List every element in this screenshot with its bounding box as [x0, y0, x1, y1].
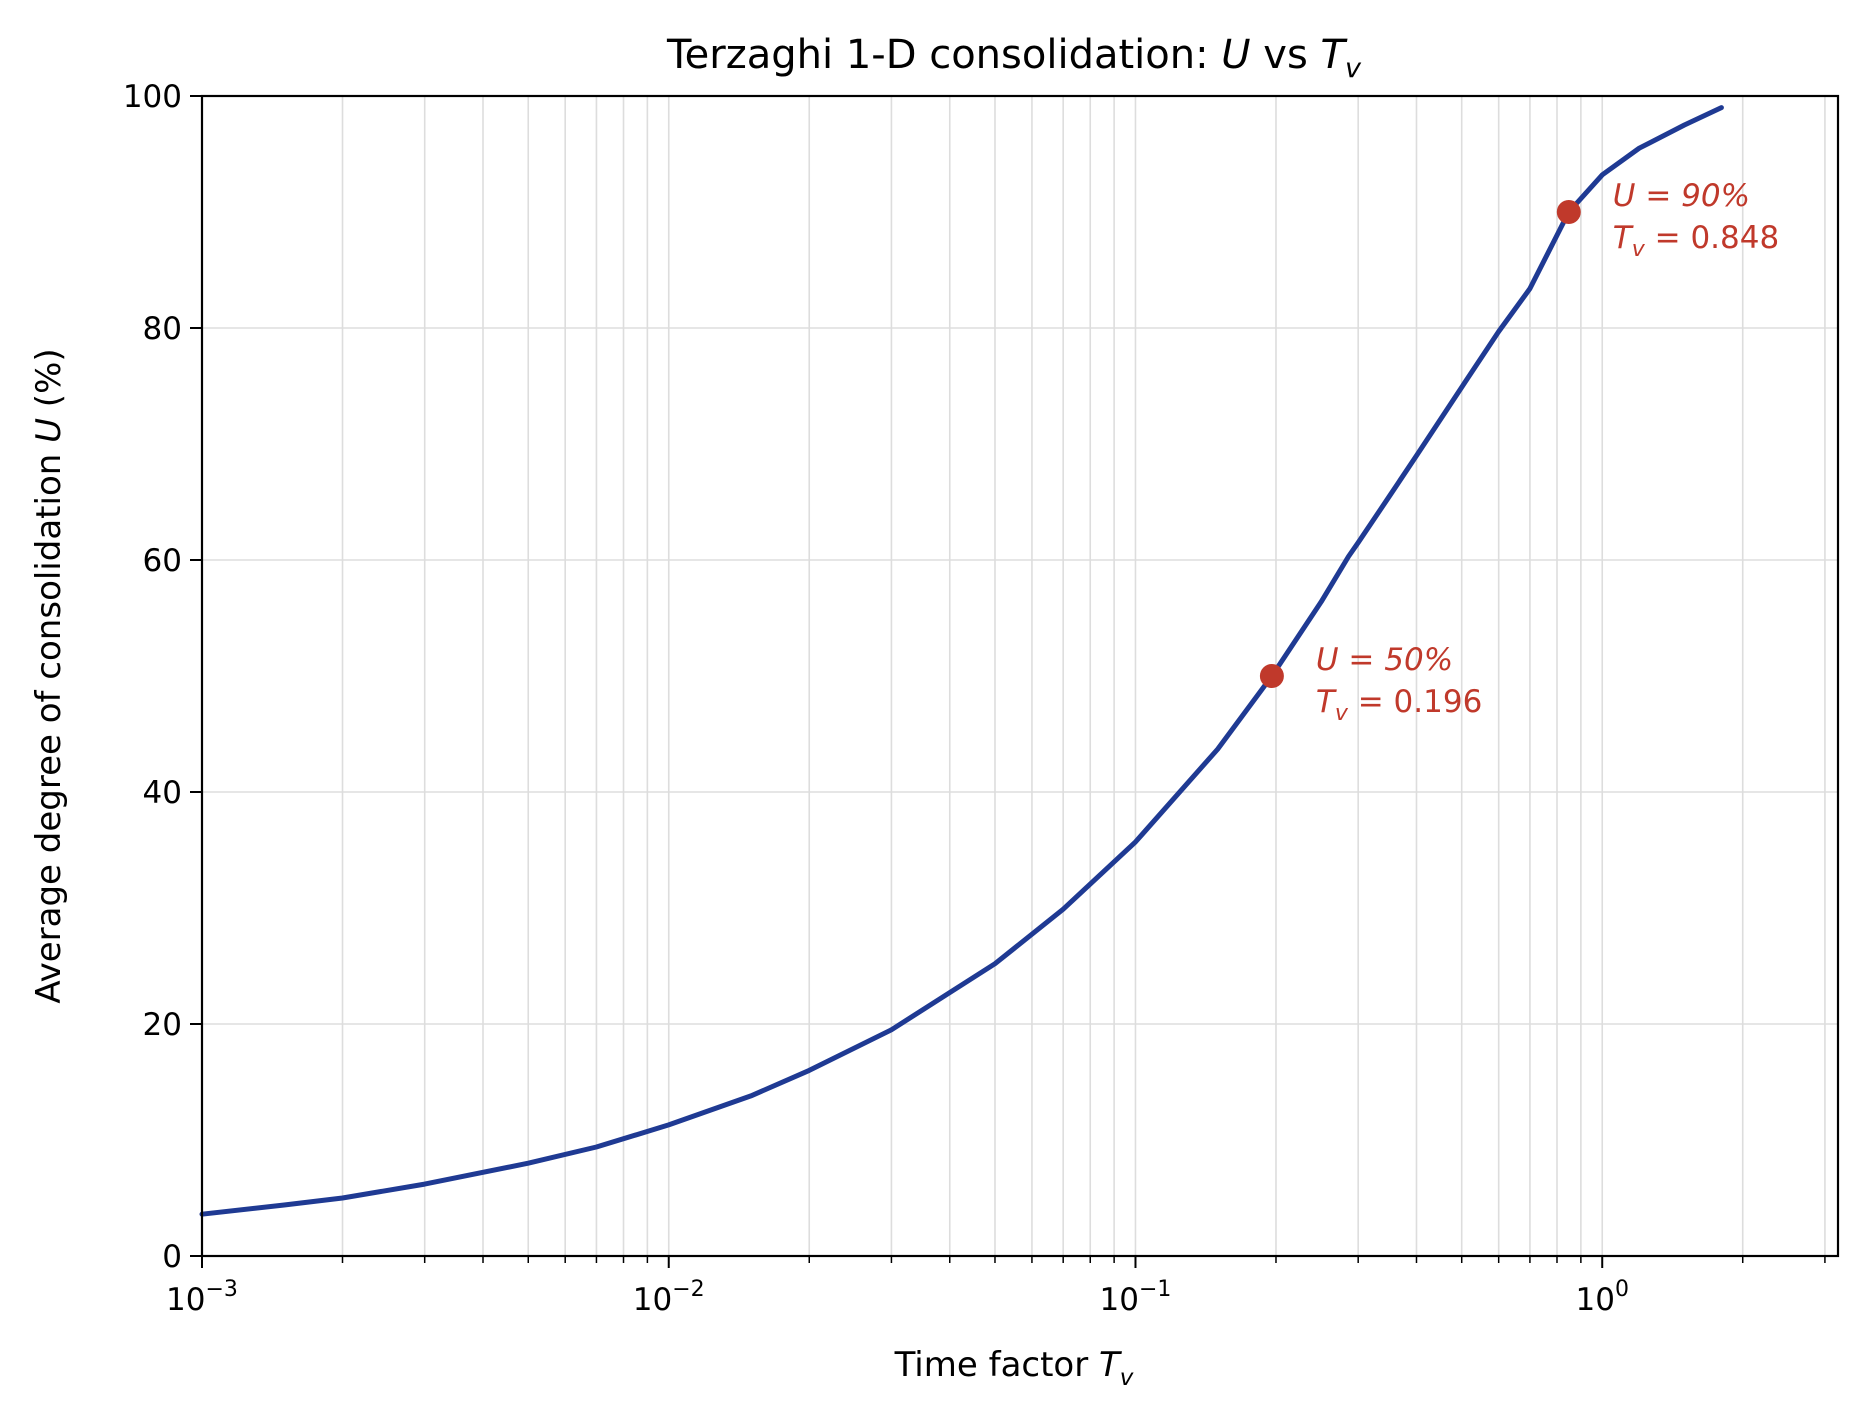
- x-tick-label: 10−1: [1100, 1277, 1172, 1318]
- plot-frame: [200, 94, 1840, 1258]
- marker-label-t: Tv = 0.196: [1316, 684, 1482, 726]
- x-axis-label: Time factor Tv: [894, 1345, 1134, 1391]
- y-tick-label: 80: [143, 311, 182, 347]
- curve-layer: [199, 105, 1724, 1217]
- marker-label-t-symbol: T: [1316, 684, 1337, 720]
- x-tick-label: 10−2: [633, 1277, 705, 1318]
- marker-label-u-text: U = 90%: [1613, 178, 1750, 214]
- y-tick-label: 100: [123, 79, 182, 115]
- x-tick-base: 10: [633, 1282, 672, 1318]
- x-tick-label: 100: [1575, 1277, 1628, 1318]
- marker-label-t-subscript: v: [1335, 701, 1349, 726]
- y-axis-label: Average degree of consolidation U (%): [29, 348, 69, 1003]
- x-tick-exponent: 0: [1615, 1277, 1629, 1302]
- marker-label-t-subscript: v: [1632, 237, 1646, 262]
- marker-label-t-symbol: T: [1613, 220, 1634, 256]
- marker-label-u: U = 50%: [1316, 642, 1453, 678]
- grid: [202, 96, 1838, 1256]
- x-tick-exponent: −3: [206, 1277, 238, 1302]
- consolidation-curve: [199, 105, 1724, 1217]
- x-tick-base: 10: [1100, 1282, 1139, 1318]
- x-tick-exponent: −1: [1139, 1277, 1171, 1302]
- marker-point: [1259, 664, 1284, 688]
- x-tick-base: 10: [1575, 1282, 1614, 1318]
- marker-label-t-value: = 0.848: [1645, 220, 1779, 256]
- marker-label-t-value: = 0.196: [1348, 684, 1482, 720]
- marker-point: [1556, 200, 1581, 224]
- marker-layer: U = 50% Tv = 0.196 U = 90% Tv = 0.848: [1259, 178, 1779, 726]
- y-tick-label: 0: [162, 1239, 182, 1275]
- y-tick-label: 40: [143, 775, 182, 811]
- x-tick-label: 10−3: [166, 1277, 238, 1318]
- y-tick-label: 60: [143, 543, 182, 579]
- marker-label-t: Tv = 0.848: [1613, 220, 1779, 262]
- marker-label-u-text: U = 50%: [1316, 642, 1453, 678]
- chart-title: Terzaghi 1-D consolidation: U vs Tv: [666, 32, 1362, 84]
- marker-label-u: U = 90%: [1613, 178, 1750, 214]
- y-tick-label: 20: [143, 1007, 182, 1043]
- x-tick-base: 10: [166, 1282, 205, 1318]
- x-tick-exponent: −2: [672, 1277, 704, 1302]
